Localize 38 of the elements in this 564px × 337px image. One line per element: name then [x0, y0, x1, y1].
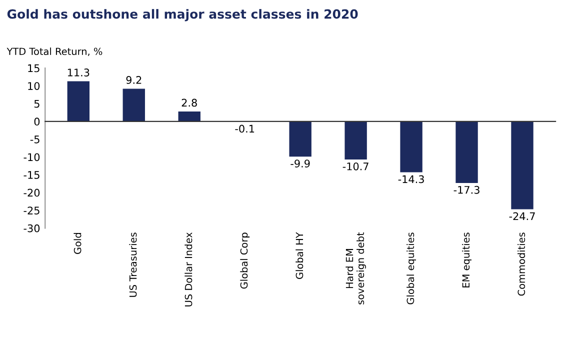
data-label: -24.7 — [509, 212, 535, 220]
data-label: 11.3 — [68, 68, 90, 76]
data-label: 2.8 — [182, 98, 197, 107]
x-tick-label: US Treasuries — [129, 232, 137, 297]
bar — [122, 88, 145, 122]
data-label: -10.7 — [342, 162, 368, 170]
y-tick-label: -15 — [24, 171, 40, 179]
bar — [456, 121, 478, 183]
bar — [178, 111, 200, 122]
data-label: -0.1 — [235, 124, 254, 133]
y-tick-label: 10 — [28, 82, 40, 90]
y-tick-label: -20 — [24, 188, 40, 197]
x-tick-label: US Dollar Index — [184, 232, 192, 306]
data-label: -14.3 — [398, 175, 424, 184]
y-tick-label: -5 — [30, 136, 40, 144]
x-tick-label: Global equities — [406, 232, 416, 304]
y-tick-label: -30 — [24, 224, 40, 232]
y-axis-title: YTD Total Return, % — [6, 48, 102, 56]
bar — [344, 121, 367, 160]
bar — [511, 121, 534, 210]
x-tick-label: EM equities — [462, 232, 472, 288]
bar — [400, 121, 422, 172]
y-tick-label: 15 — [28, 64, 40, 72]
x-tick-label: Commodities — [518, 232, 526, 296]
data-label: -17.3 — [454, 186, 480, 194]
y-tick-label: 0 — [34, 118, 40, 126]
y-tick-label: -25 — [24, 206, 40, 214]
bar — [289, 121, 312, 157]
bar — [67, 81, 90, 122]
data-label: -9.9 — [290, 160, 310, 168]
y-tick-label: 5 — [34, 100, 40, 108]
chart-title: Gold has outshone all major asset classes in 2020 — [7, 9, 358, 22]
x-tick-label: Global Corp — [240, 232, 250, 289]
x-tick-label: Global HY — [296, 232, 304, 279]
x-tick-label: Gold — [74, 233, 82, 254]
x-tick-label: Hard EM sovereign debt — [346, 232, 366, 304]
data-label: 9.2 — [126, 76, 142, 84]
y-tick-label: -10 — [24, 153, 40, 162]
